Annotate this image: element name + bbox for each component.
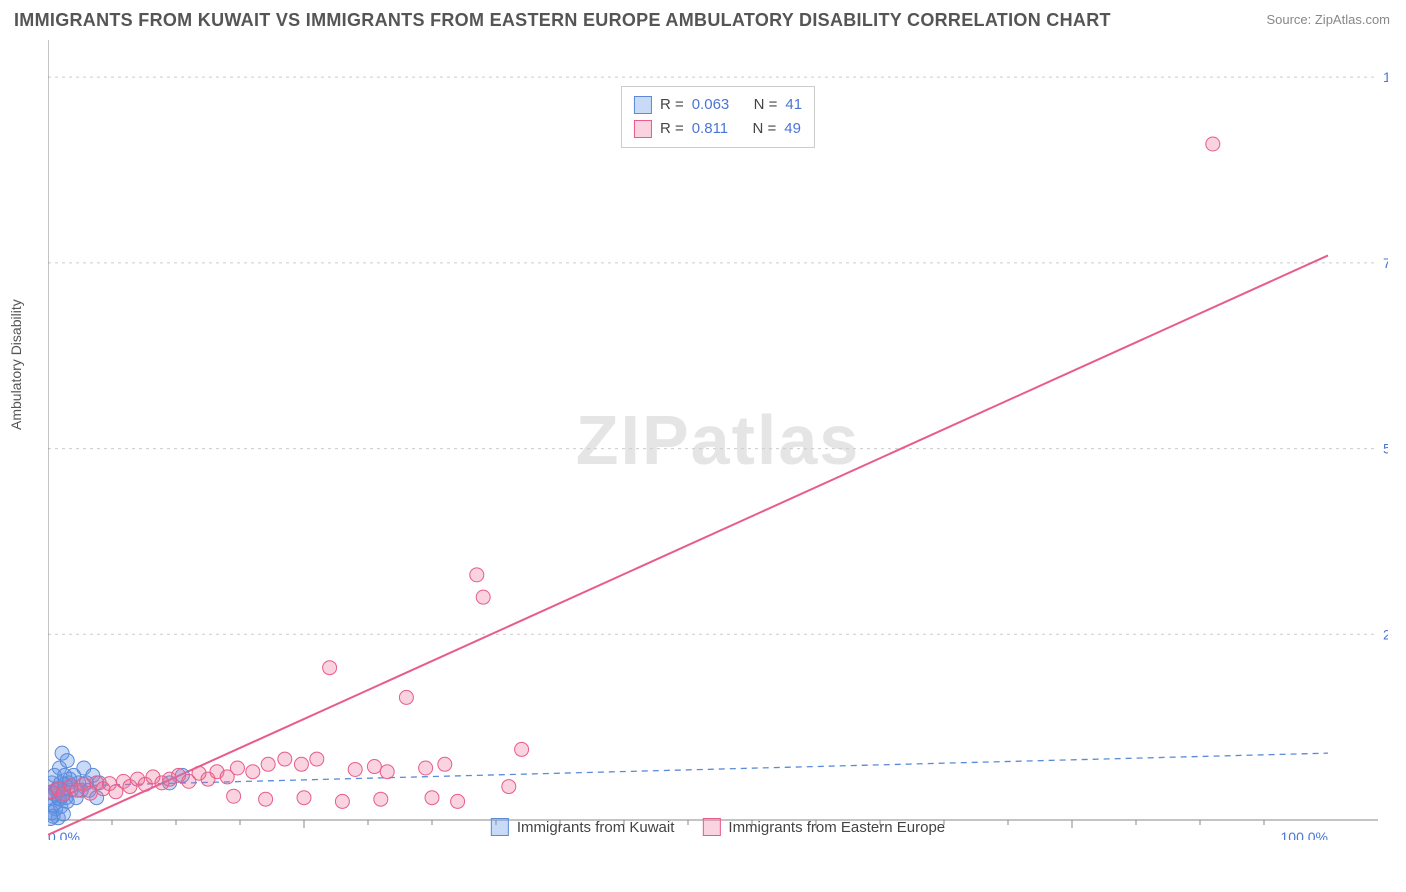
source-label: Source: ZipAtlas.com bbox=[1266, 12, 1390, 27]
svg-text:100.0%: 100.0% bbox=[1281, 829, 1328, 840]
r-value-eastern-europe: 0.811 bbox=[692, 117, 728, 141]
legend-label-kuwait: Immigrants from Kuwait bbox=[517, 819, 675, 836]
scatter-chart: 25.0% 50.0% 75.0% 100.0% 0.0% 100.0% bbox=[48, 40, 1388, 840]
svg-text:75.0%: 75.0% bbox=[1383, 255, 1388, 271]
r-label: R = bbox=[660, 117, 684, 141]
n-value-kuwait: 41 bbox=[785, 93, 802, 117]
legend-series: Immigrants from Kuwait Immigrants from E… bbox=[491, 818, 945, 836]
legend-swatch-kuwait bbox=[634, 96, 652, 114]
r-label: R = bbox=[660, 93, 684, 117]
legend-swatch-kuwait bbox=[491, 818, 509, 836]
legend-label-eastern-europe: Immigrants from Eastern Europe bbox=[728, 819, 945, 836]
legend-item-kuwait: Immigrants from Kuwait bbox=[491, 818, 675, 836]
n-label: N = bbox=[754, 93, 778, 117]
page-title: IMMIGRANTS FROM KUWAIT VS IMMIGRANTS FRO… bbox=[14, 10, 1111, 31]
legend-swatch-eastern-europe bbox=[702, 818, 720, 836]
svg-text:0.0%: 0.0% bbox=[48, 829, 80, 840]
chart-area: ZIPatlas R = 0.063 N = 41 R = 0.811 N = … bbox=[48, 40, 1388, 840]
svg-text:25.0%: 25.0% bbox=[1383, 626, 1388, 642]
svg-text:100.0%: 100.0% bbox=[1383, 69, 1388, 85]
legend-item-eastern-europe: Immigrants from Eastern Europe bbox=[702, 818, 945, 836]
legend-stats-row-eastern-europe: R = 0.811 N = 49 bbox=[634, 117, 802, 141]
legend-swatch-eastern-europe bbox=[634, 120, 652, 138]
n-label: N = bbox=[752, 117, 776, 141]
legend-stats: R = 0.063 N = 41 R = 0.811 N = 49 bbox=[621, 86, 815, 148]
n-value-eastern-europe: 49 bbox=[784, 117, 801, 141]
svg-text:50.0%: 50.0% bbox=[1383, 441, 1388, 457]
legend-stats-row-kuwait: R = 0.063 N = 41 bbox=[634, 93, 802, 117]
r-value-kuwait: 0.063 bbox=[692, 93, 730, 117]
y-axis-label: Ambulatory Disability bbox=[8, 299, 24, 430]
